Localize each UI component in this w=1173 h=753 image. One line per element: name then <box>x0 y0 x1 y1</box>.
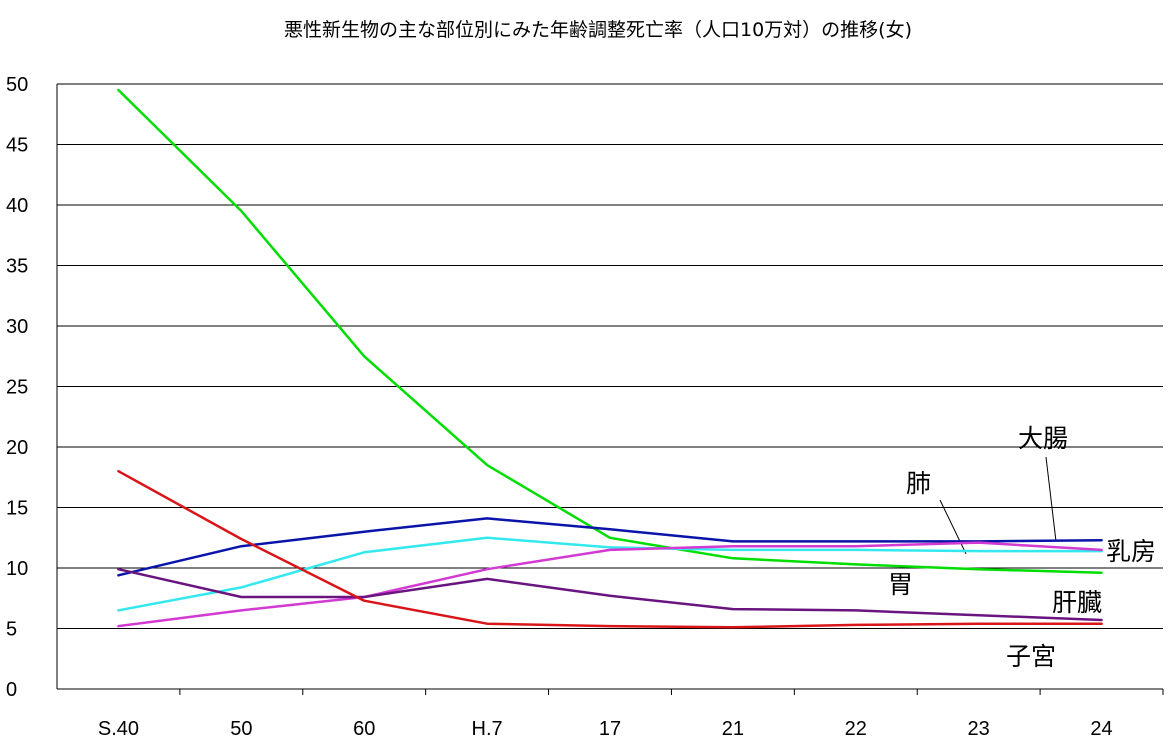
y-tick-label: 20 <box>6 437 28 459</box>
series-label: 乳房 <box>1106 537 1156 566</box>
y-tick-label: 0 <box>6 679 17 701</box>
series-label: 肺 <box>906 469 931 498</box>
axes <box>56 84 1164 695</box>
series-line <box>117 567 1103 622</box>
series-line <box>117 536 1103 612</box>
y-tick-label: 35 <box>6 256 28 278</box>
series-label: 子宮 <box>1006 642 1056 671</box>
y-axis-ticks: 0 5 10 15 20 25 30 35 40 45 50 <box>6 74 28 701</box>
series-label: 大腸 <box>1018 424 1068 453</box>
x-tick-label: 24 <box>1090 718 1112 740</box>
x-tick-label: 50 <box>230 718 252 740</box>
x-tick-label: 23 <box>968 718 990 740</box>
y-tick-label: 15 <box>6 498 28 520</box>
series-line <box>117 88 1103 575</box>
leader-line <box>939 499 967 555</box>
y-tick-label: 50 <box>6 74 28 96</box>
series-lines <box>117 88 1103 629</box>
gridlines <box>57 83 1163 629</box>
series-label: 胃 <box>888 570 913 599</box>
x-tick-label: 17 <box>599 718 621 740</box>
label-leader-lines <box>939 456 1057 555</box>
x-tick-label: 21 <box>722 718 744 740</box>
x-axis-ticks: S.40 50 60 H.7 17 21 22 23 24 <box>98 718 1113 740</box>
x-tick-label: H.7 <box>472 718 503 740</box>
x-tick-label: 22 <box>845 718 867 740</box>
leader-line <box>1045 456 1057 542</box>
y-tick-label: 40 <box>6 195 28 217</box>
y-tick-label: 10 <box>6 558 28 580</box>
series-line <box>117 469 1103 629</box>
y-tick-label: 45 <box>6 135 28 157</box>
series-label: 肝臓 <box>1052 588 1102 617</box>
x-tick-label: 60 <box>353 718 375 740</box>
y-tick-label: 25 <box>6 377 28 399</box>
y-tick-label: 5 <box>6 619 17 641</box>
series-line <box>117 541 1103 628</box>
chart-title: 悪性新生物の主な部位別にみた年齢調整死亡率（人口10万対）の推移(女) <box>284 19 912 41</box>
series-line <box>117 517 1103 577</box>
x-tick-label: S.40 <box>98 718 139 740</box>
y-tick-label: 30 <box>6 316 28 338</box>
